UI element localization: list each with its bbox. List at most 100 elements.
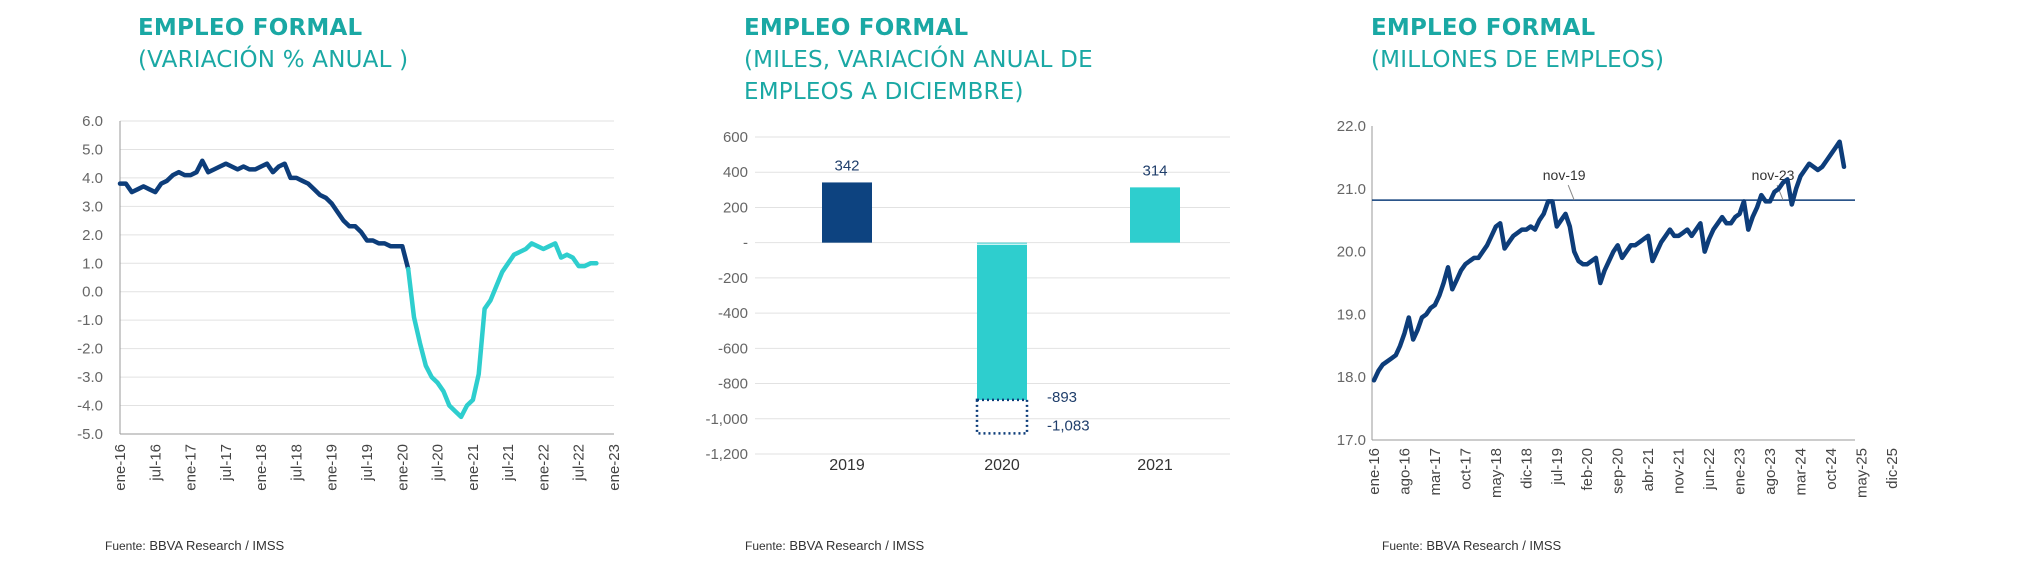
x-tick-label: ene-20	[394, 444, 411, 491]
x-tick-label: dic-25	[1884, 448, 1901, 489]
y-tick-label: -5.0	[77, 426, 103, 443]
series-line-2	[405, 241, 599, 420]
x-tick-label: ago-16	[1396, 448, 1413, 495]
x-tick-label: dic-18	[1518, 448, 1535, 489]
x-tick-label: jul-17	[218, 444, 235, 482]
y-tick-label: 600	[723, 129, 748, 146]
annotation-label: nov-19	[1543, 167, 1586, 183]
x-tick-label: nov-21	[1671, 448, 1688, 494]
series-line-1	[117, 158, 411, 272]
bar-value-label: 314	[1142, 162, 1167, 179]
x-tick-label: jul-16	[147, 444, 164, 482]
panel-annual-change: EMPLEO FORMAL (VARIACIÓN % ANUAL ) 6.0 5.…	[0, 0, 680, 564]
x-tick-label: ene-17	[183, 444, 200, 491]
x-tick-label: ene-23	[606, 444, 623, 491]
y-tick-label: 200	[723, 199, 748, 216]
chart-title-main: EMPLEO FORMAL	[1371, 15, 1596, 41]
x-tick-label: ago-23	[1762, 448, 1779, 495]
x-tick-label: jun-22	[1701, 448, 1718, 491]
x-tick-label: ene-16	[1366, 448, 1383, 495]
source-label: Fuente:	[745, 539, 786, 553]
y-tick-label: 18.0	[1337, 369, 1366, 386]
y-tick-label: -1,200	[705, 446, 748, 463]
x-tick-label: sep-20	[1610, 448, 1627, 494]
y-tick-label: -200	[718, 270, 748, 287]
x-tick-label: jul-18	[288, 444, 305, 482]
chart-title-main: EMPLEO FORMAL	[138, 15, 363, 41]
y-tick-label: 2.0	[82, 227, 103, 244]
chart-title-main: EMPLEO FORMAL	[744, 15, 969, 41]
x-tick-label: ene-16	[112, 444, 129, 491]
chart-subtitle: (VARIACIÓN % ANUAL )	[138, 47, 409, 73]
panel-december-change: EMPLEO FORMAL (MILES, VARIACIÓN ANUAL DE…	[680, 0, 1330, 564]
dotted-extension-label: -1,083	[1047, 417, 1090, 434]
y-tick-label: 20.0	[1337, 244, 1366, 261]
x-tick-label: feb-20	[1579, 448, 1596, 491]
x-tick-label: oct-17	[1457, 448, 1474, 490]
chart-subtitle-line-1: (MILES, VARIACIÓN ANUAL DE	[744, 47, 1093, 73]
y-tick-label: 5.0	[82, 141, 103, 158]
x-tick-label: ene-22	[535, 444, 552, 491]
annual-change-line-chart: 6.0 5.0 4.0 3.0 2.0 1.0 0.0 -1.0 -2.0 -3.0 -4.0 -5.…	[77, 113, 623, 491]
y-tick-label: 17.0	[1337, 432, 1366, 449]
bar-2021	[1130, 187, 1180, 243]
y-tick-label: 22.0	[1337, 118, 1366, 135]
x-tick-label: ene-18	[253, 444, 270, 491]
y-tick-label: 3.0	[82, 198, 103, 215]
x-tick-label: jul-21	[500, 444, 517, 482]
x-tick-label: jul-19	[1549, 448, 1566, 486]
source-label: Fuente:	[1382, 539, 1423, 553]
series-line	[1371, 139, 1847, 383]
x-tick-label: jul-19	[359, 444, 376, 482]
x-tick-label: abr-21	[1640, 448, 1657, 491]
source-text: BBVA Research / IMSS	[149, 538, 285, 553]
y-tick-label: 400	[723, 164, 748, 181]
source-text: BBVA Research / IMSS	[1426, 538, 1562, 553]
y-tick-label: -2.0	[77, 341, 103, 358]
chart-subtitle-line-2: EMPLEOS A DICIEMBRE)	[744, 79, 1024, 105]
y-tick-label: -3.0	[77, 369, 103, 386]
y-tick-label: -	[743, 235, 748, 252]
x-tick-label: oct-24	[1823, 448, 1840, 490]
y-tick-label: -800	[718, 376, 748, 393]
y-tick-label: -4.0	[77, 398, 103, 415]
bar-2020	[977, 242, 1027, 400]
x-tick-label: mar-17	[1427, 448, 1444, 496]
x-tick-label: ene-21	[465, 444, 482, 491]
y-tick-label: -1.0	[77, 312, 103, 329]
chart-subtitle: (MILLONES DE EMPLEOS)	[1371, 47, 1665, 73]
source-label: Fuente:	[105, 539, 146, 553]
y-tick-label: 4.0	[82, 170, 103, 187]
x-category-label: 2019	[829, 457, 865, 474]
x-category-label: 2021	[1137, 457, 1173, 474]
y-tick-label: 19.0	[1337, 306, 1366, 323]
y-tick-label: 0.0	[82, 284, 103, 301]
bar-2019	[822, 182, 872, 243]
source-note: Fuente: BBVA Research / IMSS	[745, 538, 924, 553]
december-change-bar-chart: 600 400 200 - -200 -400 -600 -800 -1,000 -1,200 20…	[705, 129, 1230, 474]
x-tick-label: ene-19	[324, 444, 341, 491]
annotation-label: nov-23	[1752, 167, 1795, 183]
x-category-label: 2020	[984, 457, 1020, 474]
y-tick-label: -1,000	[705, 411, 748, 428]
x-tick-label: ene-23	[1732, 448, 1749, 495]
y-tick-label: -400	[718, 305, 748, 322]
y-tick-label: 1.0	[82, 255, 103, 272]
y-tick-label: -600	[718, 340, 748, 357]
annotation-leader	[1567, 184, 1575, 201]
x-tick-label: may-18	[1488, 448, 1505, 498]
y-tick-label: 6.0	[82, 113, 103, 130]
bar-2020-dotted-extension	[975, 398, 1029, 435]
source-note: Fuente: BBVA Research / IMSS	[1382, 538, 1561, 553]
source-note: Fuente: BBVA Research / IMSS	[105, 538, 284, 553]
x-tick-label: jul-22	[571, 444, 588, 482]
chart-title: EMPLEO FORMAL (VARIACIÓN % ANUAL )	[138, 12, 408, 76]
x-tick-label: may-25	[1853, 448, 1870, 498]
bar-value-label: -893	[1047, 389, 1077, 406]
source-text: BBVA Research / IMSS	[789, 538, 925, 553]
bar-value-label: 342	[834, 157, 859, 174]
panel-total-jobs: EMPLEO FORMAL (MILLONES DE EMPLEOS) 22.0…	[1330, 0, 2023, 564]
x-tick-label: jul-20	[430, 444, 447, 482]
y-tick-label: 21.0	[1337, 181, 1366, 198]
